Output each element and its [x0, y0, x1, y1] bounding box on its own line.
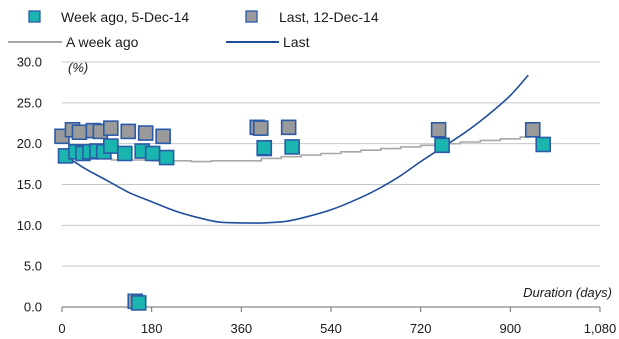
grid-lines — [62, 61, 600, 267]
point-last-12-dec-14 — [120, 123, 137, 140]
series-line-last — [61, 74, 529, 224]
x-tick-label: 1,080 — [584, 321, 617, 336]
axes: (%) Duration (days) 0.0 5.0 10.0 15.0 20.0 25… — [17, 55, 617, 337]
y-tick-label: 20.0 — [17, 136, 42, 151]
point-week-ago-5-dec-14 — [103, 138, 119, 154]
point-last-12-dec-14 — [155, 128, 171, 145]
legend-label-a-week-ago: A week ago — [66, 34, 139, 50]
y-tick-label: 5.0 — [24, 259, 42, 274]
x-tick-label: 900 — [499, 321, 521, 336]
point-last-12-dec-14 — [137, 125, 154, 141]
x-tick-label: 360 — [230, 321, 252, 336]
point-week-ago-5-dec-14 — [116, 145, 133, 162]
y-tick-label: 0.0 — [24, 300, 42, 315]
y-tick-label: 25.0 — [17, 95, 42, 110]
point-week-ago-5-dec-14 — [284, 139, 300, 155]
point-week-ago-5-dec-14 — [434, 137, 450, 154]
y-tick-label: 10.0 — [17, 218, 42, 233]
point-last-12-dec-14 — [103, 120, 119, 136]
legend-marker-week-ago — [28, 10, 41, 23]
legend-marker-last-12-dec — [245, 10, 258, 23]
legend-label-week-ago: Week ago, 5-Dec-14 — [61, 9, 189, 25]
y-tick-label: 30.0 — [17, 55, 42, 70]
x-tick-label: 0 — [58, 321, 65, 336]
x-tick-label: 180 — [141, 321, 163, 336]
legend: Week ago, 5-Dec-14 Last, 12-Dec-14 A week … — [8, 9, 379, 50]
legend-label-last-12-dec: Last, 12-Dec-14 — [279, 9, 379, 25]
point-last-12-dec-14 — [252, 120, 269, 136]
x-tick-label: 540 — [320, 321, 342, 336]
point-last-12-dec-14 — [524, 121, 541, 138]
y-axis-title: (%) — [68, 60, 88, 75]
point-last-12-dec-14 — [71, 124, 88, 141]
point-week-ago-5-dec-14 — [158, 149, 175, 166]
point-week-ago-5-dec-14 — [256, 139, 273, 156]
point-last-12-dec-14 — [430, 121, 447, 138]
point-week-ago-5-dec-14 — [535, 136, 552, 153]
x-tick-label: 720 — [410, 321, 432, 336]
point-week-ago-5-dec-14 — [144, 145, 161, 162]
series-line-a-week-ago — [62, 136, 531, 163]
plot-area — [54, 74, 552, 311]
point-week-ago-5-dec-14 — [130, 295, 147, 311]
y-tick-label: 15.0 — [17, 177, 42, 192]
x-axis-title: Duration (days) — [523, 285, 612, 300]
point-last-12-dec-14 — [280, 119, 297, 136]
legend-label-last: Last — [283, 34, 310, 50]
